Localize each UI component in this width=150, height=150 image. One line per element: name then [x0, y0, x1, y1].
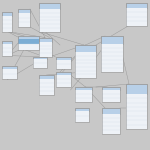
Bar [39, 75, 54, 79]
Bar [75, 45, 96, 78]
Bar [100, 36, 123, 72]
Bar [18, 39, 39, 44]
Bar [2, 12, 12, 32]
Bar [39, 3, 60, 32]
Bar [18, 36, 39, 39]
Bar [75, 108, 88, 122]
Bar [75, 111, 88, 122]
Bar [126, 8, 147, 26]
Bar [2, 12, 12, 16]
Bar [126, 94, 147, 129]
Bar [100, 44, 123, 72]
Bar [102, 114, 120, 134]
Bar [75, 45, 96, 52]
Bar [56, 60, 70, 69]
Bar [2, 44, 12, 56]
Bar [2, 66, 16, 80]
Bar [102, 87, 120, 90]
Bar [75, 90, 92, 102]
Bar [2, 40, 12, 44]
Bar [18, 9, 30, 27]
Bar [39, 79, 54, 94]
Bar [2, 69, 16, 80]
Bar [75, 87, 92, 102]
Bar [126, 84, 147, 94]
Bar [126, 3, 147, 8]
Bar [56, 75, 70, 87]
Bar [56, 57, 70, 69]
Bar [18, 13, 30, 27]
Bar [102, 108, 120, 114]
Bar [2, 16, 12, 32]
Bar [56, 72, 70, 87]
Bar [126, 3, 147, 26]
Bar [2, 66, 16, 69]
Bar [102, 90, 120, 102]
Bar [102, 108, 120, 134]
Bar [39, 3, 60, 9]
Bar [18, 39, 39, 50]
Bar [39, 38, 52, 57]
Bar [2, 40, 12, 56]
Bar [126, 84, 147, 129]
Bar [75, 52, 96, 78]
Bar [56, 72, 70, 75]
Bar [33, 57, 46, 68]
Bar [100, 36, 123, 44]
Bar [33, 57, 46, 59]
Bar [75, 87, 92, 90]
Bar [39, 9, 60, 32]
Bar [18, 36, 39, 50]
Bar [39, 38, 52, 42]
Bar [102, 87, 120, 102]
Bar [33, 59, 46, 68]
Bar [39, 42, 52, 57]
Bar [18, 9, 30, 13]
Bar [75, 108, 88, 111]
Bar [56, 57, 70, 60]
Bar [39, 75, 54, 94]
